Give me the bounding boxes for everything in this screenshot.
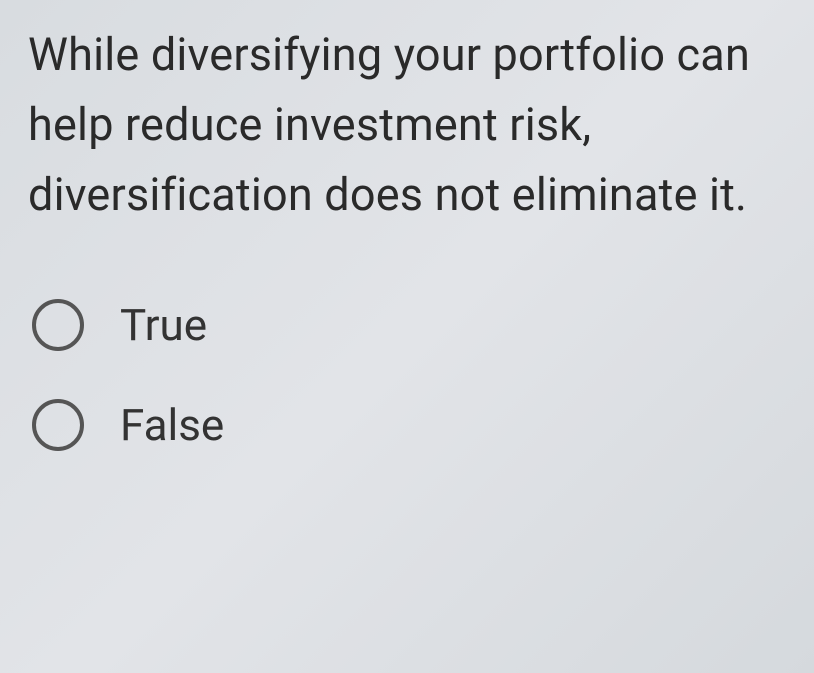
radio-circle-icon — [32, 299, 84, 351]
option-false[interactable]: False — [32, 399, 786, 451]
option-false-label: False — [120, 399, 224, 451]
options-group: True False — [28, 299, 786, 451]
option-true-label: True — [120, 299, 207, 351]
question-text: While diversifying your portfolio can he… — [28, 20, 786, 229]
radio-circle-icon — [32, 399, 84, 451]
option-true[interactable]: True — [32, 299, 786, 351]
